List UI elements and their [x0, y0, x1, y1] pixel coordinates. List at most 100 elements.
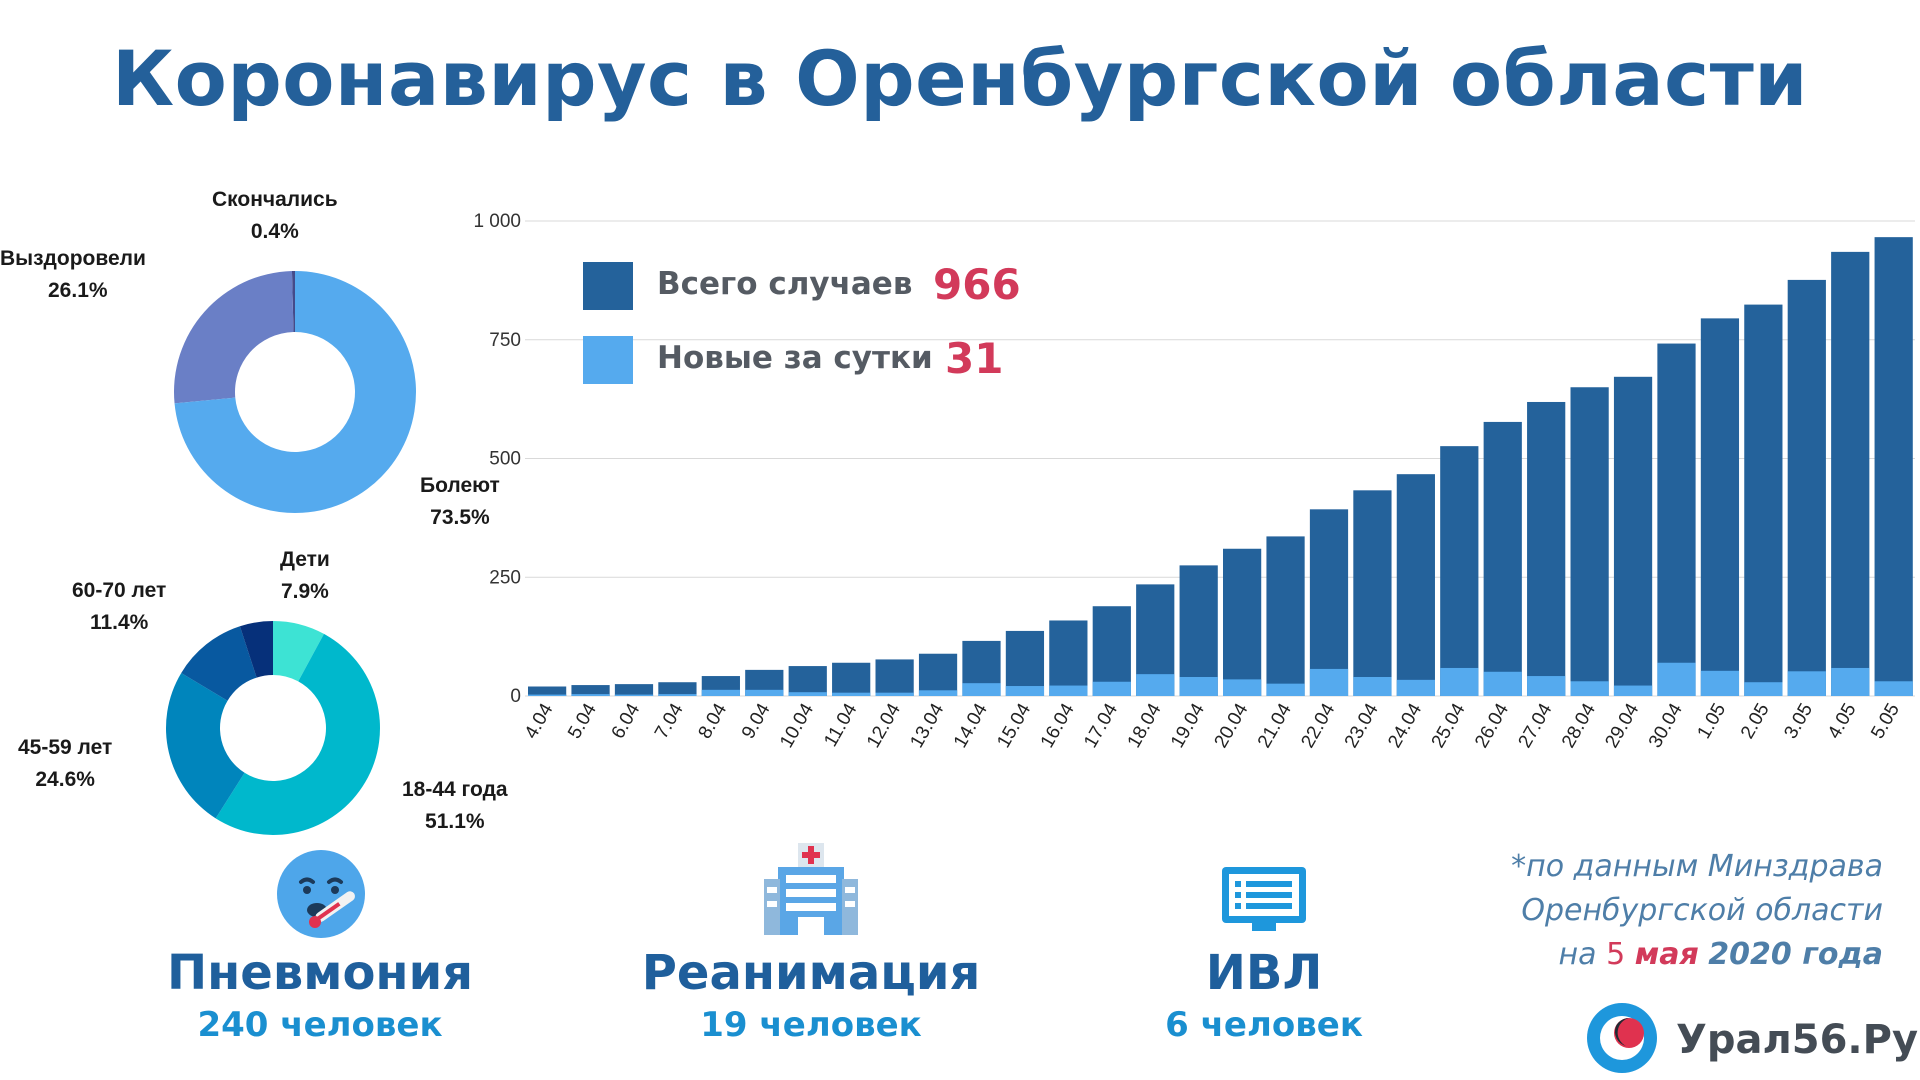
bar-total	[1266, 536, 1305, 696]
donut-slice	[273, 621, 324, 682]
donut2-label-children-name: Дети	[280, 548, 330, 571]
bar-total	[1831, 251, 1870, 696]
donut1-label-sick: Болеют 73.5%	[420, 470, 500, 534]
x-tick-label: 11.04	[820, 700, 861, 751]
legend-label-total: Всего случаев	[657, 266, 913, 302]
bar-total	[658, 682, 697, 696]
donut2-label-60-70-name: 60-70 лет	[72, 579, 167, 602]
bar-new	[832, 692, 871, 696]
x-tick-label: 4.05	[1824, 700, 1861, 743]
bar-total	[1483, 421, 1522, 696]
bar-new	[528, 694, 567, 696]
bar-total	[1874, 237, 1913, 696]
y-tick-label: 1 000	[473, 211, 521, 232]
donut1-label-recovered-name: Выздоровели	[0, 247, 146, 270]
x-tick-label: 24.04	[1384, 700, 1426, 752]
bar-new	[1613, 685, 1653, 696]
bar-total	[1049, 620, 1088, 696]
brand-name: Урал56.Ру	[1676, 1017, 1919, 1063]
source-line2: Оренбургской области	[1521, 893, 1883, 928]
sick-face-thermometer-icon	[277, 850, 365, 938]
legend-item-new: Новые за сутки 31	[583, 334, 1183, 386]
bar-new	[1136, 674, 1175, 696]
donut2-label-18-44-pct: 51.1%	[425, 810, 485, 833]
stat-icu: Реанимация 19 человек	[611, 945, 1011, 1045]
donut2-label-18-44-name: 18-44 года	[402, 778, 508, 801]
donut1-label-deceased: Скончались 0.4%	[212, 184, 338, 248]
bar-total	[571, 685, 610, 696]
donut1-label-recovered: Выздоровели 26.1%	[0, 243, 146, 307]
bar-new	[875, 692, 914, 696]
donut1-label-sick-pct: 73.5%	[430, 506, 490, 529]
x-tick-label: 1.05	[1694, 700, 1731, 743]
x-tick-label: 28.04	[1558, 700, 1600, 752]
bar-new	[614, 694, 654, 696]
y-tick-label: 750	[489, 330, 521, 351]
bar-total	[788, 666, 827, 696]
bar-new	[1005, 686, 1045, 696]
source-prefix: на	[1558, 937, 1607, 972]
x-tick-label: 14.04	[950, 700, 992, 752]
bar-total	[1309, 509, 1349, 696]
donut-slice	[239, 621, 273, 678]
bar-new	[1527, 676, 1566, 696]
bar-new	[1223, 679, 1262, 696]
age-donut-chart	[166, 621, 380, 835]
bar-total	[1179, 565, 1218, 696]
x-tick-label: 8.04	[695, 700, 732, 743]
legend-value-new: 31	[945, 334, 1004, 383]
x-tick-label: 5.04	[564, 700, 601, 743]
donut1-label-sick-name: Болеют	[420, 474, 500, 497]
legend-label-new: Новые за сутки	[657, 340, 933, 376]
stat-ventilator-value: 6 человек	[1165, 1005, 1363, 1045]
bar-total	[918, 653, 958, 696]
source-line3: на 5 мая 2020 года	[1511, 933, 1883, 977]
legend-value-total: 966	[933, 260, 1021, 309]
stat-pneumonia-name: Пневмония	[166, 945, 474, 1001]
donut-slice	[291, 271, 295, 333]
y-tick-label: 0	[510, 686, 521, 707]
donut-slice	[174, 271, 294, 404]
bar-new	[1744, 682, 1783, 696]
bar-new	[658, 694, 697, 696]
stat-ventilator: ИВЛ 6 человек	[1064, 945, 1464, 1045]
bar-new	[745, 689, 784, 696]
stat-icu-value: 19 человек	[700, 1005, 922, 1045]
bar-total	[875, 659, 914, 696]
x-tick-label: 15.04	[993, 700, 1035, 752]
x-tick-label: 3.05	[1780, 700, 1817, 743]
donut1-label-recovered-pct: 26.1%	[48, 279, 108, 302]
donut2-label-45-59-name: 45-59 лет	[18, 736, 113, 759]
bar-total	[1223, 548, 1262, 696]
bar-total	[1440, 446, 1479, 696]
donut2-label-children-pct: 7.9%	[280, 580, 329, 603]
x-tick-label: 25.04	[1428, 700, 1470, 752]
x-tick-label: 2.05	[1737, 700, 1774, 743]
donut-slice	[166, 672, 245, 819]
bar-new	[1266, 683, 1305, 696]
donut2-label-60-70-pct: 11.4%	[89, 611, 149, 634]
donut2-label-45-59: 45-59 лет 24.6%	[18, 732, 112, 796]
x-tick-label: 12.04	[863, 700, 905, 752]
source-month: мая	[1634, 937, 1699, 972]
legend-swatch-total	[583, 262, 633, 310]
donut1-label-deceased-name: Скончались	[212, 188, 338, 211]
stat-ventilator-name: ИВЛ	[1205, 945, 1323, 1001]
donut-slice	[181, 626, 257, 701]
legend-item-total: Всего случаев 966	[583, 260, 1183, 312]
bar-total	[832, 662, 871, 696]
bar-new	[1353, 677, 1392, 696]
donut2-label-children: Дети 7.9%	[280, 544, 330, 608]
stat-pneumonia: Пневмония 240 человек	[120, 945, 520, 1045]
donut2-label-18-44: 18-44 года 51.1%	[402, 774, 508, 838]
x-tick-label: 7.04	[651, 700, 688, 743]
bar-total	[1570, 387, 1609, 696]
donut2-label-60-70: 60-70 лет 11.4%	[72, 575, 166, 639]
x-tick-label: 9.04	[738, 700, 775, 743]
legend-swatch-new	[583, 336, 633, 384]
bar-new	[1092, 681, 1131, 696]
bar-total	[1613, 376, 1653, 696]
bar-total	[1092, 606, 1131, 696]
donut-slice	[215, 633, 380, 835]
x-tick-label: 29.04	[1601, 700, 1643, 752]
